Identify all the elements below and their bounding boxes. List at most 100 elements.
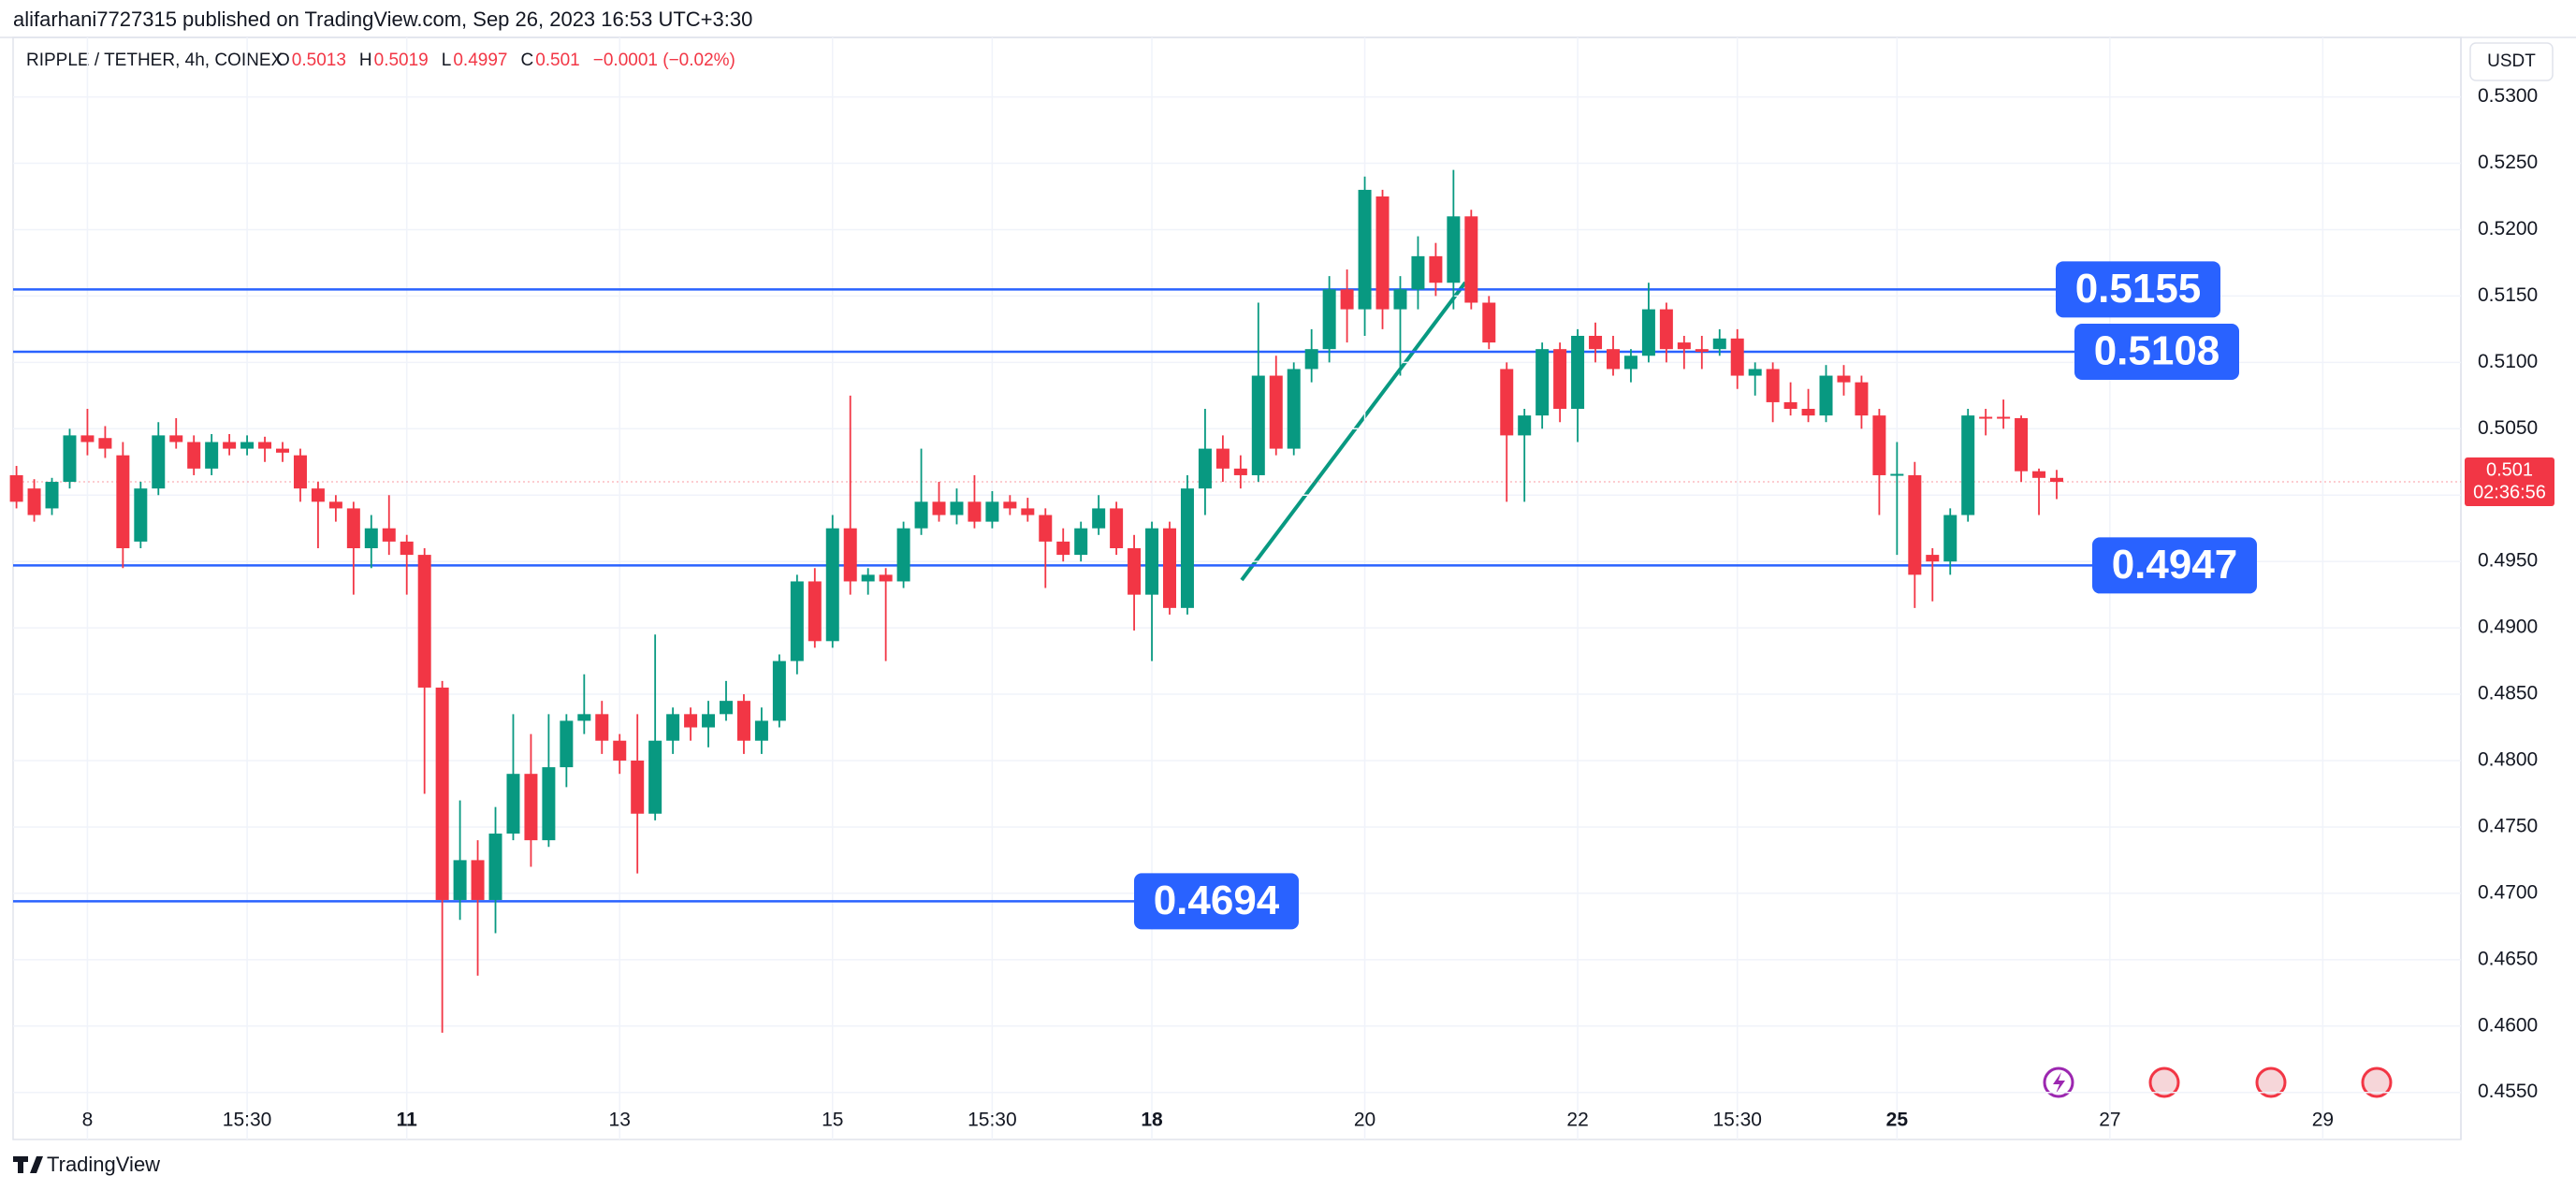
candle-body — [595, 714, 609, 741]
candle-body — [1251, 375, 1265, 475]
candle-body — [1518, 415, 1532, 436]
candle-body — [1322, 289, 1336, 350]
candle-body — [914, 501, 928, 529]
candle-body — [1375, 196, 1390, 310]
ohlc-value: 0.4997 — [453, 51, 507, 70]
candle-body — [1056, 541, 1070, 556]
candle-body — [1535, 349, 1550, 416]
candle-body — [1766, 369, 1780, 402]
candle-body — [134, 488, 148, 542]
x-tick-label: 18 — [1141, 1110, 1163, 1131]
currency-button[interactable] — [2469, 42, 2554, 81]
x-tick-label: 15:30 — [968, 1110, 1017, 1131]
price-badge-value: 0.501 — [2486, 459, 2533, 480]
candle-body — [932, 501, 946, 515]
candle-body — [825, 528, 839, 642]
x-tick-label: 15:30 — [223, 1110, 272, 1131]
candle-body — [843, 528, 857, 582]
candle-body — [98, 438, 112, 449]
candle-body — [1340, 289, 1354, 310]
y-tick-label: 0.5300 — [2478, 85, 2538, 107]
candle-body — [879, 574, 893, 582]
y-tick-label: 0.4600 — [2478, 1014, 2538, 1036]
candle-body — [1269, 375, 1283, 449]
candle-body — [1074, 528, 1088, 556]
candle-body — [524, 774, 538, 841]
candle-body — [27, 488, 41, 515]
y-tick-label: 0.4700 — [2478, 881, 2538, 903]
candle-body — [666, 714, 680, 741]
y-tick-label: 0.4950 — [2478, 550, 2538, 572]
candle-body — [684, 714, 698, 728]
y-tick-label: 0.4750 — [2478, 815, 2538, 836]
candle-body — [648, 740, 662, 814]
level-label-box — [2074, 324, 2239, 381]
candle-body — [435, 687, 449, 900]
candle-body — [1589, 335, 1603, 350]
level-label: 0.4947 — [2112, 542, 2238, 588]
candle-body — [1890, 473, 1904, 476]
x-tick-label: 20 — [1354, 1110, 1375, 1131]
candle-body — [1908, 474, 1922, 575]
level-label: 0.5155 — [2075, 266, 2202, 312]
candle-body — [1092, 508, 1106, 529]
candle-body — [417, 555, 431, 688]
candle-body — [1039, 515, 1053, 542]
ohlc-value: 0.5019 — [374, 51, 429, 70]
candle-body — [720, 701, 733, 715]
candle-body — [1500, 369, 1514, 436]
candle-body — [736, 701, 750, 741]
candle-body — [1571, 335, 1585, 410]
ohlc-label: H — [359, 51, 372, 70]
grid — [13, 37, 2461, 1139]
y-tick-label: 0.4550 — [2478, 1081, 2538, 1102]
candle-body — [276, 448, 289, 453]
candle-body — [223, 442, 237, 449]
candle-body — [1748, 369, 1762, 376]
candle-body — [400, 541, 414, 556]
event-icons — [2043, 1067, 2393, 1098]
x-tick-label: 29 — [2312, 1110, 2334, 1131]
y-tick-label: 0.5100 — [2478, 351, 2538, 372]
candle-body — [968, 501, 982, 522]
candle-body — [950, 501, 964, 515]
brand: TradingView — [47, 1153, 160, 1176]
candle-body — [1358, 189, 1372, 310]
candle-body — [1393, 289, 1407, 310]
candle-body — [1233, 468, 1247, 475]
candle-body — [1730, 338, 1744, 376]
candle-body — [1215, 448, 1230, 469]
candle-body — [471, 860, 485, 900]
candle-body — [2015, 417, 2029, 472]
candle-body — [542, 767, 556, 841]
candle-body — [328, 501, 342, 509]
candle-body — [613, 740, 627, 761]
candle-body — [1180, 488, 1194, 608]
candle-body — [1819, 375, 1833, 416]
candle-body — [1163, 528, 1176, 608]
candle-body — [1553, 349, 1567, 410]
candle-body — [311, 488, 325, 502]
candle-body — [896, 528, 910, 582]
candle-body — [985, 501, 999, 522]
candle-body — [1623, 356, 1637, 370]
logo-mark — [13, 1156, 43, 1173]
candle-body — [790, 581, 804, 661]
candle-body — [1145, 528, 1159, 595]
candle-body — [702, 714, 716, 728]
candle-body — [1447, 216, 1461, 283]
event-icon — [2361, 1067, 2393, 1098]
candle-body — [772, 660, 786, 721]
level-label-box — [1134, 873, 1299, 930]
candle-body — [1021, 508, 1035, 515]
candle-body — [1837, 375, 1851, 383]
candle-body — [169, 435, 183, 443]
candle-body — [560, 720, 574, 768]
candles — [9, 169, 2063, 1033]
y-tick-label: 0.4900 — [2478, 617, 2538, 638]
x-tick-label: 11 — [397, 1110, 418, 1131]
event-icon — [2053, 1072, 2065, 1094]
candle-body — [1855, 382, 1869, 416]
candle-body — [152, 435, 166, 489]
